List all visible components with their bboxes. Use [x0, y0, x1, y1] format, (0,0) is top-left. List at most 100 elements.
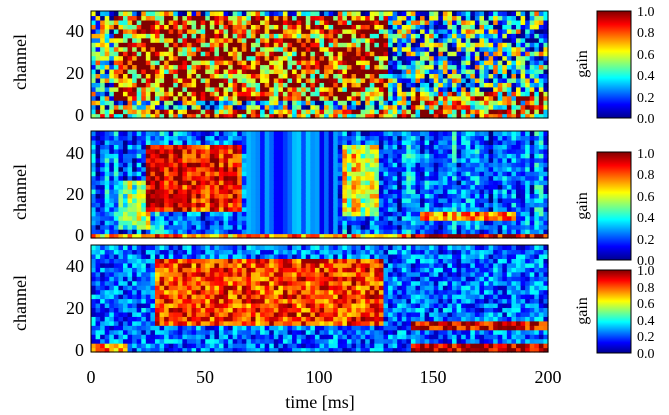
heatmap-cell [273, 109, 279, 115]
heatmap-cell [356, 73, 362, 79]
heatmap-cell [141, 184, 147, 190]
heatmap-cell [406, 229, 412, 235]
heatmap-cell [246, 42, 252, 48]
heatmap-cell [342, 24, 348, 30]
heatmap-cell [479, 109, 485, 115]
heatmap-cell [351, 64, 357, 70]
heatmap-cell [529, 113, 535, 119]
heatmap-cell [337, 104, 343, 110]
heatmap-cell [282, 91, 289, 97]
heatmap-cell [383, 104, 389, 110]
heatmap-cell [95, 33, 101, 39]
heatmap-cell [520, 11, 526, 17]
heatmap-cell [292, 73, 298, 79]
heatmap-cell [534, 46, 540, 52]
heatmap-cell [324, 42, 330, 48]
heatmap-cell [173, 51, 179, 57]
heatmap-cell [95, 171, 101, 177]
heatmap-cell [136, 51, 142, 57]
heatmap-cell [383, 55, 389, 61]
heatmap-cell [342, 64, 348, 70]
heatmap-cell [177, 157, 183, 163]
heatmap-cell [506, 28, 513, 34]
heatmap-cell [218, 220, 225, 226]
heatmap-cell [109, 144, 115, 150]
heatmap-cell [95, 95, 101, 101]
heatmap-cell [356, 139, 362, 145]
heatmap-cell [282, 144, 289, 150]
heatmap-cell [91, 68, 97, 75]
heatmap-cell [200, 175, 206, 181]
heatmap-cell [218, 64, 225, 70]
heatmap-cell [520, 166, 526, 172]
heatmap-cell [383, 100, 389, 106]
heatmap-cell [420, 220, 426, 226]
heatmap-cell [168, 233, 174, 239]
heatmap-cell [465, 220, 471, 226]
heatmap-cell [118, 193, 124, 199]
heatmap-cell [474, 19, 481, 25]
heatmap-cell [351, 233, 357, 239]
heatmap-cell [269, 46, 275, 52]
heatmap-cell [388, 157, 394, 163]
heatmap-cell [241, 55, 247, 61]
heatmap-cell [369, 11, 375, 17]
heatmap-cell [205, 180, 211, 186]
heatmap-cell [493, 82, 499, 88]
heatmap-cell [410, 157, 417, 163]
heatmap-cell [497, 197, 503, 203]
heatmap-cell [442, 180, 449, 186]
heatmap-cell [191, 175, 197, 181]
heatmap-cell [237, 206, 243, 212]
heatmap-cell [154, 166, 161, 172]
heatmap-cell [356, 211, 362, 217]
heatmap-cell [141, 175, 147, 181]
heatmap-cell [205, 171, 211, 177]
heatmap-cell [346, 95, 353, 101]
heatmap-cell [232, 51, 238, 57]
heatmap-cell [296, 215, 302, 221]
heatmap-cell [314, 162, 321, 168]
heatmap-cell [328, 95, 334, 101]
heatmap-cell [424, 68, 430, 75]
heatmap-cell [429, 113, 435, 119]
heatmap-cell [282, 11, 289, 17]
heatmap-cell [493, 144, 499, 150]
heatmap-cell [516, 166, 522, 172]
heatmap-cell [433, 202, 439, 208]
heatmap-cell [356, 11, 362, 17]
heatmap-cell [113, 233, 120, 239]
heatmap-cell [406, 171, 412, 177]
heatmap-cell [374, 100, 380, 106]
heatmap-cell [420, 229, 426, 235]
heatmap-cell [342, 215, 348, 221]
heatmap-cell [223, 144, 229, 150]
heatmap-cell [214, 188, 220, 195]
heatmap-cell [369, 28, 375, 34]
heatmap-cell [95, 37, 101, 43]
heatmap-cell [218, 215, 225, 221]
heatmap-cell [516, 193, 522, 199]
heatmap-cell [159, 77, 165, 83]
heatmap-cell [209, 82, 215, 88]
heatmap-cell [511, 188, 517, 195]
heatmap-cell [415, 55, 421, 61]
heatmap-cell [415, 77, 421, 83]
heatmap-cell [378, 171, 385, 177]
heatmap-cell [250, 220, 257, 226]
heatmap-cell [168, 42, 174, 48]
heatmap-cell [543, 37, 549, 43]
heatmap-cell [415, 64, 421, 70]
heatmap-cell [429, 206, 435, 212]
heatmap-cell [520, 15, 526, 21]
heatmap-cell [429, 175, 435, 181]
heatmap-cell [273, 135, 279, 141]
heatmap-cell [109, 95, 115, 101]
heatmap-cell [374, 157, 380, 163]
heatmap-cell [401, 28, 407, 34]
heatmap-cell [301, 86, 307, 92]
heatmap-cell [356, 202, 362, 208]
heatmap-cell [314, 220, 321, 226]
heatmap-cell [109, 316, 115, 322]
heatmap-cell [346, 175, 353, 181]
